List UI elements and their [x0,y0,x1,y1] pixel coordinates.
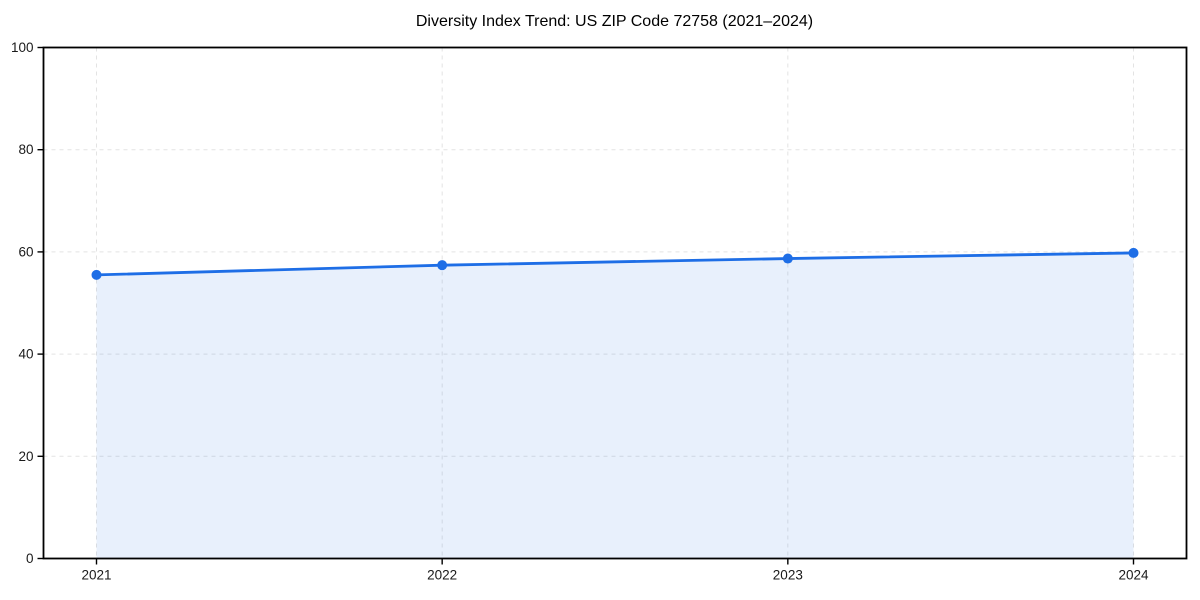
chart-title: Diversity Index Trend: US ZIP Code 72758… [415,13,814,30]
area-fill [96,252,1134,559]
plot-border [42,46,1188,560]
y-tick-label: 0 [26,551,34,566]
y-tick-label: 20 [18,449,33,464]
data-point-2022 [437,260,448,271]
x-tick-label: 2023 [773,568,803,583]
y-tick-label: 80 [18,142,33,157]
y-tick-label: 40 [18,347,33,362]
y-tick-label: 60 [18,244,33,259]
x-tick-label: 2024 [1118,568,1149,583]
data-point-2021 [91,269,102,280]
x-tick-label: 2022 [427,568,457,583]
data-point-2023 [782,253,793,264]
trend-line [95,251,1135,277]
x-tick-label: 2021 [81,568,111,583]
y-tick-label: 100 [11,40,34,55]
data-point-2024 [1128,247,1139,258]
